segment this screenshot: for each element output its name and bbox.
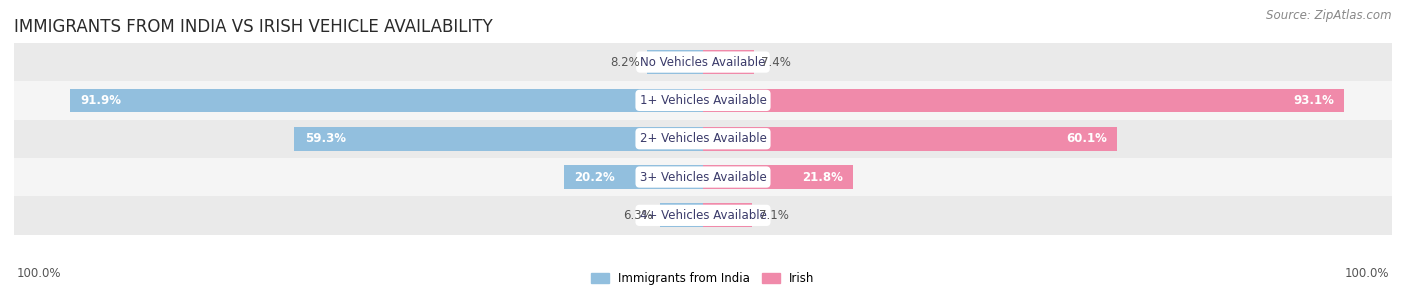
Bar	[564, 165, 703, 189]
Text: 2+ Vehicles Available: 2+ Vehicles Available	[640, 132, 766, 145]
Text: 91.9%: 91.9%	[80, 94, 121, 107]
Legend: Immigrants from India, Irish: Immigrants from India, Irish	[586, 267, 820, 286]
Text: 3+ Vehicles Available: 3+ Vehicles Available	[640, 170, 766, 184]
Bar	[703, 50, 754, 74]
Text: 8.2%: 8.2%	[610, 55, 640, 69]
Bar	[703, 88, 1344, 112]
Text: IMMIGRANTS FROM INDIA VS IRISH VEHICLE AVAILABILITY: IMMIGRANTS FROM INDIA VS IRISH VEHICLE A…	[14, 18, 494, 36]
Text: 100.0%: 100.0%	[1344, 267, 1389, 280]
Text: 60.1%: 60.1%	[1066, 132, 1107, 145]
Text: 7.1%: 7.1%	[759, 209, 789, 222]
Bar	[703, 127, 1116, 151]
Bar	[14, 81, 1392, 120]
Text: 21.8%: 21.8%	[801, 170, 842, 184]
Bar	[14, 43, 1392, 81]
Text: 4+ Vehicles Available: 4+ Vehicles Available	[640, 209, 766, 222]
Bar	[703, 203, 752, 227]
Text: 1+ Vehicles Available: 1+ Vehicles Available	[640, 94, 766, 107]
Text: 7.4%: 7.4%	[761, 55, 790, 69]
Bar	[647, 50, 703, 74]
Text: 93.1%: 93.1%	[1294, 94, 1334, 107]
Text: Source: ZipAtlas.com: Source: ZipAtlas.com	[1267, 9, 1392, 21]
Bar	[659, 203, 703, 227]
Text: 59.3%: 59.3%	[305, 132, 346, 145]
Bar	[294, 127, 703, 151]
Bar	[14, 196, 1392, 235]
Bar	[70, 88, 703, 112]
Bar	[703, 165, 853, 189]
Text: No Vehicles Available: No Vehicles Available	[640, 55, 766, 69]
Bar	[14, 158, 1392, 196]
Text: 6.3%: 6.3%	[623, 209, 652, 222]
Bar	[14, 120, 1392, 158]
Text: 100.0%: 100.0%	[17, 267, 62, 280]
Text: 20.2%: 20.2%	[574, 170, 614, 184]
